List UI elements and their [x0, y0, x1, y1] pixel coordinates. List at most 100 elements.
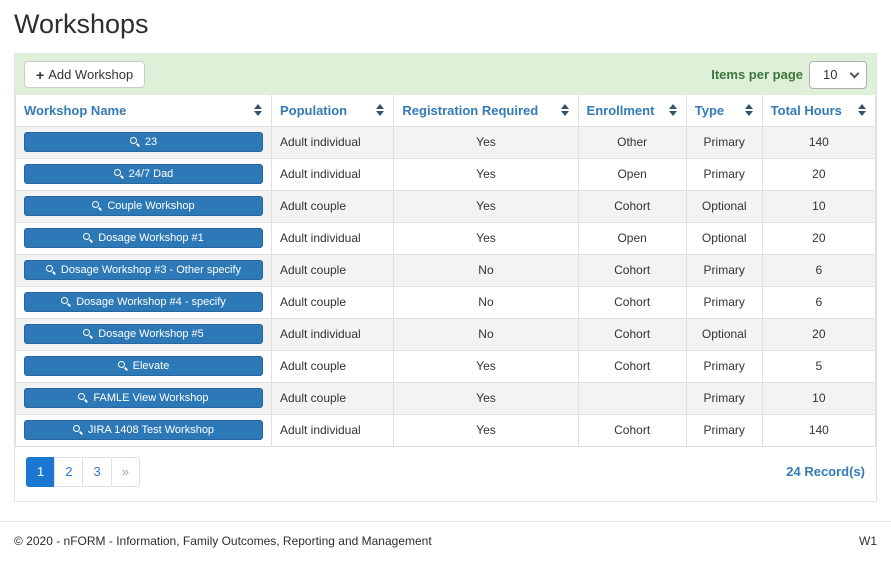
population-cell: Adult individual [270, 221, 395, 255]
enrollment-cell: Open [577, 221, 687, 255]
sort-icon[interactable] [375, 103, 385, 117]
column-header-workshop-name[interactable]: Workshop Name [15, 95, 272, 127]
workshop-name-label: 24/7 Dad [128, 168, 174, 180]
enrollment-cell: Cohort [577, 189, 687, 223]
column-header-population[interactable]: Population [270, 95, 395, 127]
total-hours-cell: 20 [761, 317, 877, 351]
enrollment-cell: Cohort [577, 285, 687, 319]
registration-required-cell: Yes [393, 157, 579, 191]
sort-icon[interactable] [857, 103, 867, 117]
workshop-name-label: Dosage Workshop #4 - specify [76, 296, 226, 308]
type-cell: Optional [685, 221, 763, 255]
total-hours-cell: 5 [761, 349, 877, 383]
items-per-page-select-wrap: 10 [809, 60, 867, 89]
workshop-name-cell: Couple Workshop [15, 189, 272, 223]
total-hours-cell: 6 [761, 253, 877, 287]
workshop-name-label: JIRA 1408 Test Workshop [87, 424, 215, 436]
search-icon [113, 169, 124, 179]
population-cell: Adult couple [270, 349, 395, 383]
next-page-button[interactable]: » [110, 456, 140, 487]
sort-desc-icon [376, 111, 385, 117]
page-button-3[interactable]: 3 [82, 456, 112, 487]
sort-asc-icon [376, 104, 385, 110]
registration-required-cell: Yes [393, 189, 579, 223]
search-icon [92, 201, 102, 211]
sort-icon[interactable] [668, 103, 678, 117]
type-cell: Primary [685, 381, 763, 415]
workshop-name-button[interactable]: Dosage Workshop #5 [24, 324, 263, 344]
workshop-name-button[interactable]: JIRA 1408 Test Workshop [24, 420, 263, 440]
workshop-name-button[interactable]: Couple Workshop [24, 196, 263, 216]
enrollment-cell: Cohort [577, 413, 687, 447]
total-hours-cell: 10 [761, 189, 877, 223]
type-cell: Primary [685, 125, 763, 159]
population-cell: Adult couple [270, 189, 395, 223]
population-cell: Adult individual [270, 317, 395, 351]
workshop-name-label: 23 [144, 136, 158, 148]
records-count: 24 Record(s) [786, 464, 865, 479]
workshops-panel: + Add Workshop Items per page 10 Worksho… [14, 53, 877, 502]
page-button-2[interactable]: 2 [54, 456, 84, 487]
toolbar: + Add Workshop Items per page 10 [15, 54, 876, 95]
workshop-name-button[interactable]: 23 [24, 132, 263, 152]
workshop-name-button[interactable]: Elevate [24, 356, 263, 376]
column-header-label: Type [694, 102, 725, 118]
column-header-label: Enrollment [586, 102, 655, 118]
sort-desc-icon [560, 111, 569, 117]
column-header-label: Registration Required [402, 102, 539, 118]
total-hours-cell: 140 [761, 413, 877, 447]
sort-icon[interactable] [560, 103, 570, 117]
table-row: Dosage Workshop #3 - Other specify Adult… [15, 253, 877, 287]
page-container: Workshops + Add Workshop Items per page … [0, 9, 891, 502]
enrollment-cell: Cohort [577, 253, 687, 287]
sort-asc-icon [668, 104, 677, 110]
registration-required-cell: Yes [393, 381, 579, 415]
items-per-page-select[interactable]: 10 [809, 60, 867, 89]
search-icon [78, 393, 88, 403]
page-title: Workshops [14, 9, 149, 39]
add-workshop-button[interactable]: + Add Workshop [24, 61, 146, 88]
footer-divider [0, 520, 891, 522]
search-icon [61, 297, 71, 307]
workshop-name-button[interactable]: FAMLE View Workshop [24, 388, 263, 408]
items-per-page-group: Items per page 10 [711, 60, 867, 89]
column-header-enrollment[interactable]: Enrollment [577, 95, 687, 127]
sort-desc-icon [253, 111, 262, 117]
search-icon [117, 361, 128, 371]
registration-required-cell: Yes [393, 125, 579, 159]
workshop-name-cell: Dosage Workshop #3 - Other specify [15, 253, 272, 287]
workshop-name-cell: Dosage Workshop #4 - specify [15, 285, 272, 319]
search-icon [83, 233, 93, 243]
type-cell: Primary [685, 157, 763, 191]
search-icon [83, 329, 93, 339]
search-icon [72, 425, 83, 435]
workshop-name-label: Elevate [132, 360, 170, 372]
add-workshop-label: Add Workshop [48, 67, 134, 82]
column-header-registration-required[interactable]: Registration Required [393, 95, 579, 127]
workshop-name-button[interactable]: Dosage Workshop #3 - Other specify [24, 260, 263, 280]
sort-desc-icon [668, 111, 677, 117]
workshop-name-button[interactable]: 24/7 Dad [24, 164, 263, 184]
page-button-1[interactable]: 1 [26, 456, 56, 487]
sort-icon[interactable] [253, 103, 263, 117]
sort-icon[interactable] [744, 103, 754, 117]
column-header-type[interactable]: Type [685, 95, 763, 127]
enrollment-cell [577, 381, 687, 415]
type-cell: Optional [685, 189, 763, 223]
workshop-name-button[interactable]: Dosage Workshop #1 [24, 228, 263, 248]
total-hours-cell: 20 [761, 157, 877, 191]
registration-required-cell: No [393, 285, 579, 319]
workshop-name-cell: FAMLE View Workshop [15, 381, 272, 415]
workshop-name-label: Couple Workshop [107, 200, 195, 212]
copyright-text: © 2020 - nFORM - Information, Family Out… [14, 533, 432, 548]
column-header-label: Total Hours [770, 102, 842, 118]
registration-required-cell: No [393, 317, 579, 351]
sort-desc-icon [744, 111, 753, 117]
table-body: 23 Adult individual Yes Other Primary 14… [15, 125, 877, 447]
workshop-name-button[interactable]: Dosage Workshop #4 - specify [24, 292, 263, 312]
workshops-table: Workshop Name Population Registration Re… [15, 95, 877, 447]
workshop-name-cell: JIRA 1408 Test Workshop [15, 413, 272, 447]
workshop-name-cell: Dosage Workshop #1 [15, 221, 272, 255]
sort-asc-icon [560, 104, 569, 110]
column-header-total-hours[interactable]: Total Hours [761, 95, 877, 127]
